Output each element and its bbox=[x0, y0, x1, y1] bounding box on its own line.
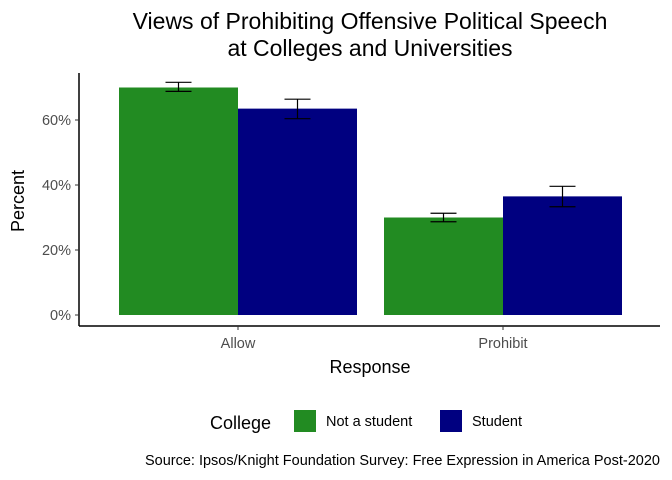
y-tick-label: 40% bbox=[42, 178, 71, 194]
chart-title: Views of Prohibiting Offensive Political… bbox=[133, 8, 608, 34]
x-tick-label-prohibit: Prohibit bbox=[478, 336, 527, 352]
error-bars-layer bbox=[165, 81, 576, 223]
error-bar-prohibit-student bbox=[549, 185, 576, 208]
bar-prohibit-not-a-student bbox=[384, 217, 503, 315]
x-ticks: Allow Prohibit bbox=[221, 326, 528, 352]
source-caption: Source: Ipsos/Knight Foundation Survey: … bbox=[145, 453, 660, 469]
legend-title: College bbox=[210, 413, 271, 433]
y-tick-label: 0% bbox=[50, 308, 71, 324]
bar-prohibit-student bbox=[503, 196, 622, 315]
legend-swatch-not-a-student bbox=[294, 410, 316, 432]
x-axis-title: Response bbox=[329, 357, 410, 377]
legend: College Not a student Student bbox=[210, 410, 522, 433]
legend-swatch-student bbox=[440, 410, 462, 432]
bars-layer bbox=[119, 87, 622, 315]
bar-allow-not-a-student bbox=[119, 87, 238, 315]
y-axis-title: Percent bbox=[8, 170, 28, 232]
chart-subtitle: at Colleges and Universities bbox=[227, 35, 512, 61]
error-bar-allow-not-a-student bbox=[165, 81, 192, 93]
legend-label-student: Student bbox=[472, 414, 522, 430]
x-tick-label-allow: Allow bbox=[221, 336, 256, 352]
y-tick-label: 60% bbox=[42, 113, 71, 129]
error-bar-prohibit-not-a-student bbox=[430, 212, 457, 223]
legend-label-not-a-student: Not a student bbox=[326, 414, 412, 430]
bar-allow-student bbox=[238, 108, 357, 315]
error-bar-allow-student bbox=[284, 98, 311, 120]
y-ticks: 0% 20% 40% 60% bbox=[42, 113, 79, 324]
y-tick-label: 20% bbox=[42, 243, 71, 259]
